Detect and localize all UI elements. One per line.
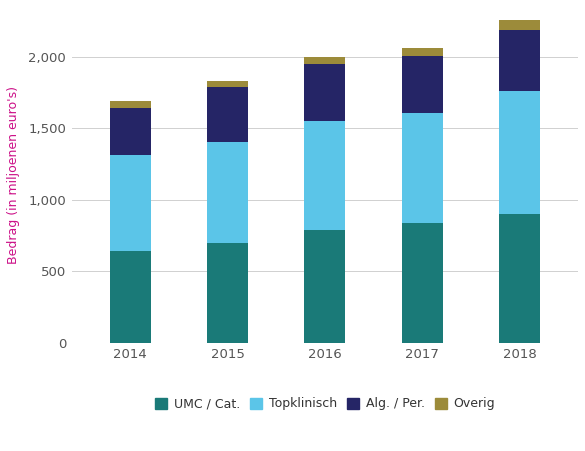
- Bar: [402, 56, 443, 113]
- Bar: [304, 121, 345, 230]
- Bar: [402, 48, 443, 56]
- Bar: [499, 214, 540, 343]
- Bar: [207, 244, 248, 343]
- Bar: [499, 20, 540, 30]
- Bar: [304, 64, 345, 121]
- Legend: UMC / Cat., Topklinisch, Alg. / Per., Overig: UMC / Cat., Topklinisch, Alg. / Per., Ov…: [150, 392, 500, 415]
- Bar: [207, 87, 248, 142]
- Bar: [402, 223, 443, 343]
- Bar: [109, 101, 150, 108]
- Bar: [109, 251, 150, 343]
- Bar: [109, 108, 150, 156]
- Bar: [304, 57, 345, 64]
- Bar: [304, 230, 345, 343]
- Bar: [499, 30, 540, 91]
- Bar: [499, 91, 540, 214]
- Bar: [207, 80, 248, 87]
- Bar: [207, 142, 248, 244]
- Y-axis label: Bedrag (in miljoenen euro's): Bedrag (in miljoenen euro's): [7, 86, 20, 264]
- Bar: [109, 156, 150, 251]
- Bar: [402, 113, 443, 223]
